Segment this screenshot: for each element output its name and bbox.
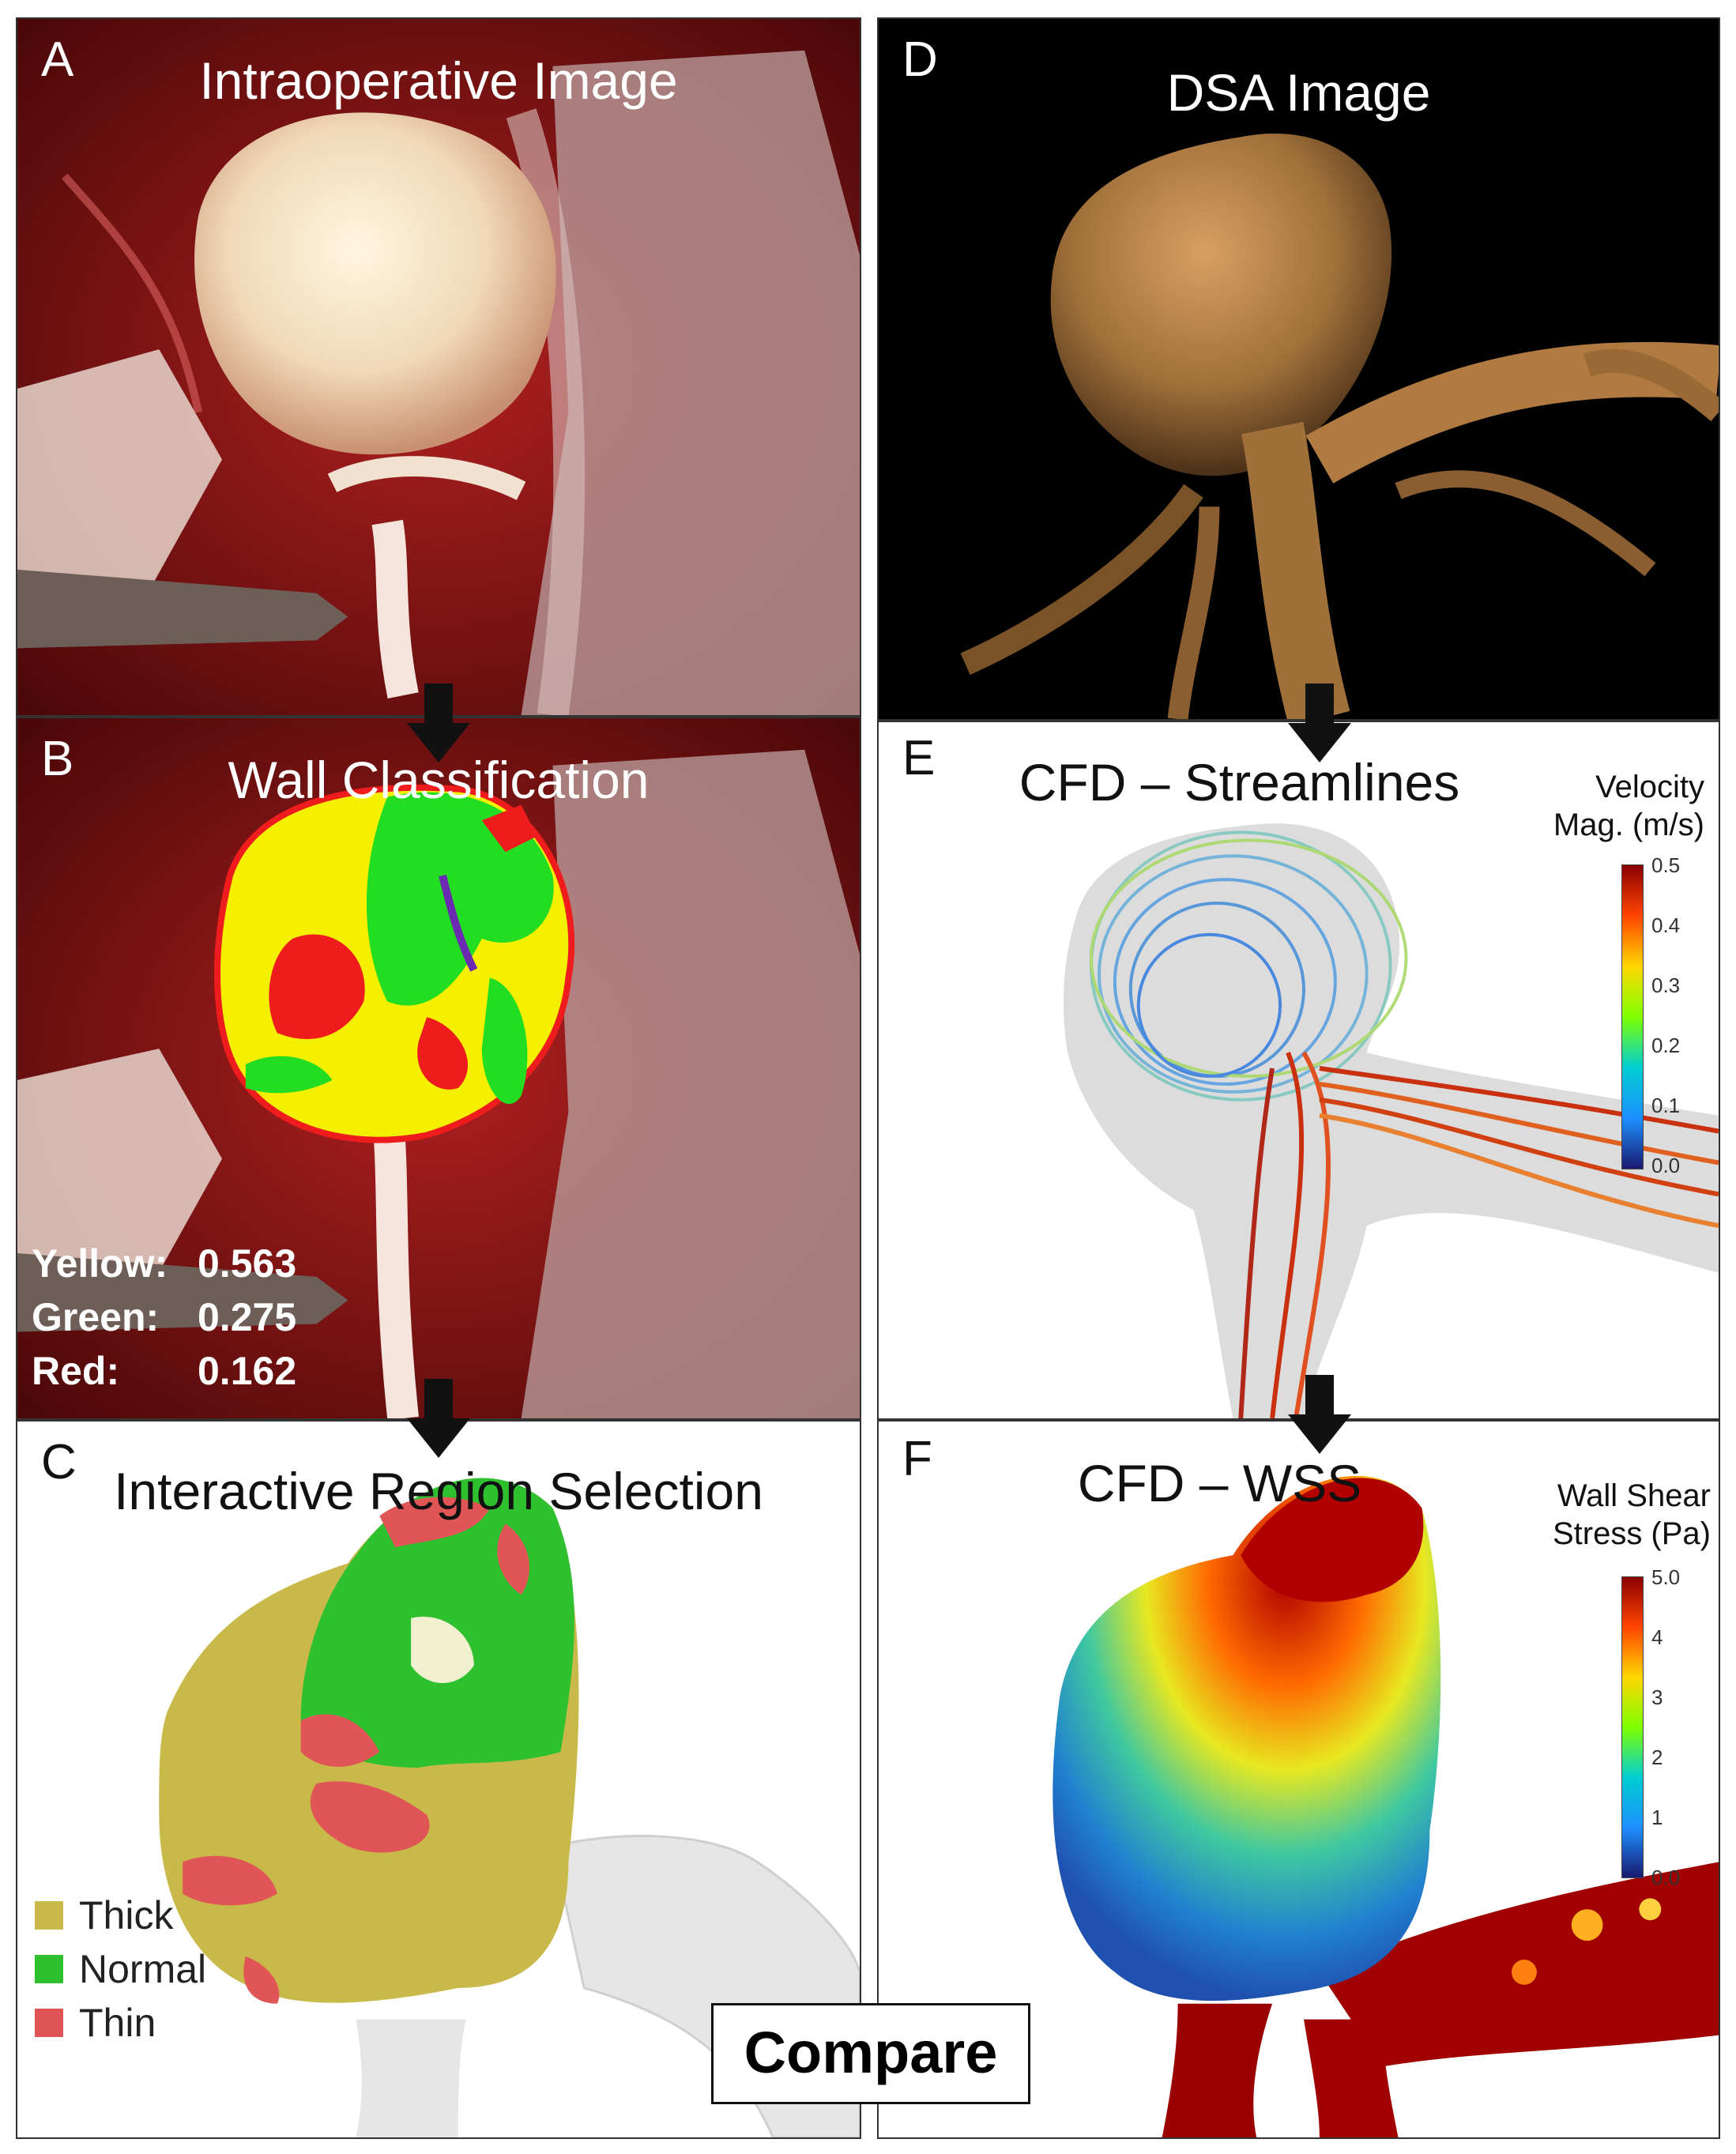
arrow-down-icon: [1288, 683, 1351, 763]
classification-overlay: [17, 718, 860, 1418]
panel-title-d: DSA Image: [1166, 63, 1431, 122]
panel-letter-a: A: [41, 32, 74, 87]
stat-value: 0.162: [198, 1349, 297, 1393]
stat-row-yellow: Yellow: 0.563: [32, 1237, 296, 1290]
legend-swatch-normal: [35, 1955, 63, 1983]
panel-d: D DSA Image: [877, 17, 1720, 721]
velocity-colorbar: [1621, 864, 1644, 1169]
arrow-down-icon: [1288, 1375, 1351, 1454]
velocity-tick: 0.4: [1651, 913, 1681, 937]
velocity-title-line1: Velocity: [1595, 770, 1704, 804]
stat-row-green: Green: 0.275: [32, 1290, 296, 1344]
velocity-tick: 0.1: [1651, 1094, 1681, 1117]
wss-tick: 5.0: [1651, 1565, 1681, 1589]
wss-title-line1: Wall Shear: [1557, 1478, 1711, 1513]
panel-letter-d: D: [902, 32, 938, 87]
wss-title-line2: Stress (Pa): [1552, 1516, 1711, 1551]
arrow-down-icon: [407, 683, 470, 763]
wss-render: [1053, 1475, 1719, 2137]
wss-colorbar-title: Wall Shear Stress (Pa): [1553, 1477, 1711, 1553]
wss-colorbar: [1621, 1576, 1644, 1878]
panel-letter-f: F: [902, 1432, 932, 1486]
region-mesh: [159, 1478, 860, 2137]
velocity-colorbar-title: Velocity Mag. (m/s): [1553, 768, 1704, 844]
legend-swatch-thick: [35, 1901, 63, 1930]
legend-label: Normal: [79, 1947, 207, 1991]
velocity-tick: 0.3: [1651, 973, 1681, 997]
stat-value: 0.563: [198, 1241, 297, 1286]
panel-a: A Intraoperative Image: [16, 17, 861, 717]
wss-tick: 4: [1651, 1625, 1663, 1649]
velocity-tick: 0.0: [1651, 1154, 1681, 1177]
region-legend: Thick Normal Thin: [35, 1889, 206, 2050]
stat-label: Red:: [32, 1349, 120, 1393]
legend-label: Thin: [79, 2001, 156, 2045]
legend-swatch-thin: [35, 2009, 63, 2037]
velocity-tick: 0.5: [1651, 853, 1681, 877]
stat-label: Yellow:: [32, 1241, 168, 1286]
legend-item-normal: Normal: [35, 1942, 206, 1996]
compare-label: Compare: [711, 2003, 1030, 2104]
intraoperative-photo: [17, 19, 860, 715]
legend-item-thick: Thick: [35, 1889, 206, 1942]
panel-title-c: Interactive Region Selection: [114, 1462, 763, 1520]
legend-item-thin: Thin: [35, 1996, 206, 2050]
wss-tick: 0.0: [1651, 1866, 1681, 1889]
stat-row-red: Red: 0.162: [32, 1344, 296, 1398]
velocity-title-line2: Mag. (m/s): [1553, 808, 1704, 842]
panel-title-e: CFD – Streamlines: [1019, 753, 1460, 812]
panel-letter-e: E: [902, 731, 936, 785]
wss-tick: 2: [1651, 1745, 1663, 1769]
panel-letter-c: C: [41, 1435, 77, 1489]
panel-b: B Wall Classification: [16, 717, 861, 1420]
panel-letter-b: B: [41, 732, 74, 786]
panel-title-f: CFD – WSS: [1077, 1454, 1362, 1512]
wss-tick: 3: [1651, 1685, 1663, 1709]
wss-tick: 1: [1651, 1806, 1663, 1829]
panel-f: F CFD – WSS Wall Shear Stress (Pa) 5.0 4…: [877, 1420, 1720, 2139]
stat-label: Green:: [32, 1295, 160, 1339]
legend-label: Thick: [79, 1893, 174, 1937]
velocity-tick: 0.2: [1651, 1034, 1681, 1057]
panel-e: E CFD – Streamlines Velocity Mag. (m/s) …: [877, 721, 1720, 1420]
arrow-down-icon: [407, 1379, 470, 1458]
streamline-render: [1063, 823, 1719, 1418]
dsa-render: [879, 19, 1719, 719]
panel-title-a: Intraoperative Image: [199, 51, 678, 110]
stat-value: 0.275: [198, 1295, 297, 1339]
classification-stats: Yellow: 0.563 Green: 0.275 Red: 0.162: [32, 1237, 296, 1398]
